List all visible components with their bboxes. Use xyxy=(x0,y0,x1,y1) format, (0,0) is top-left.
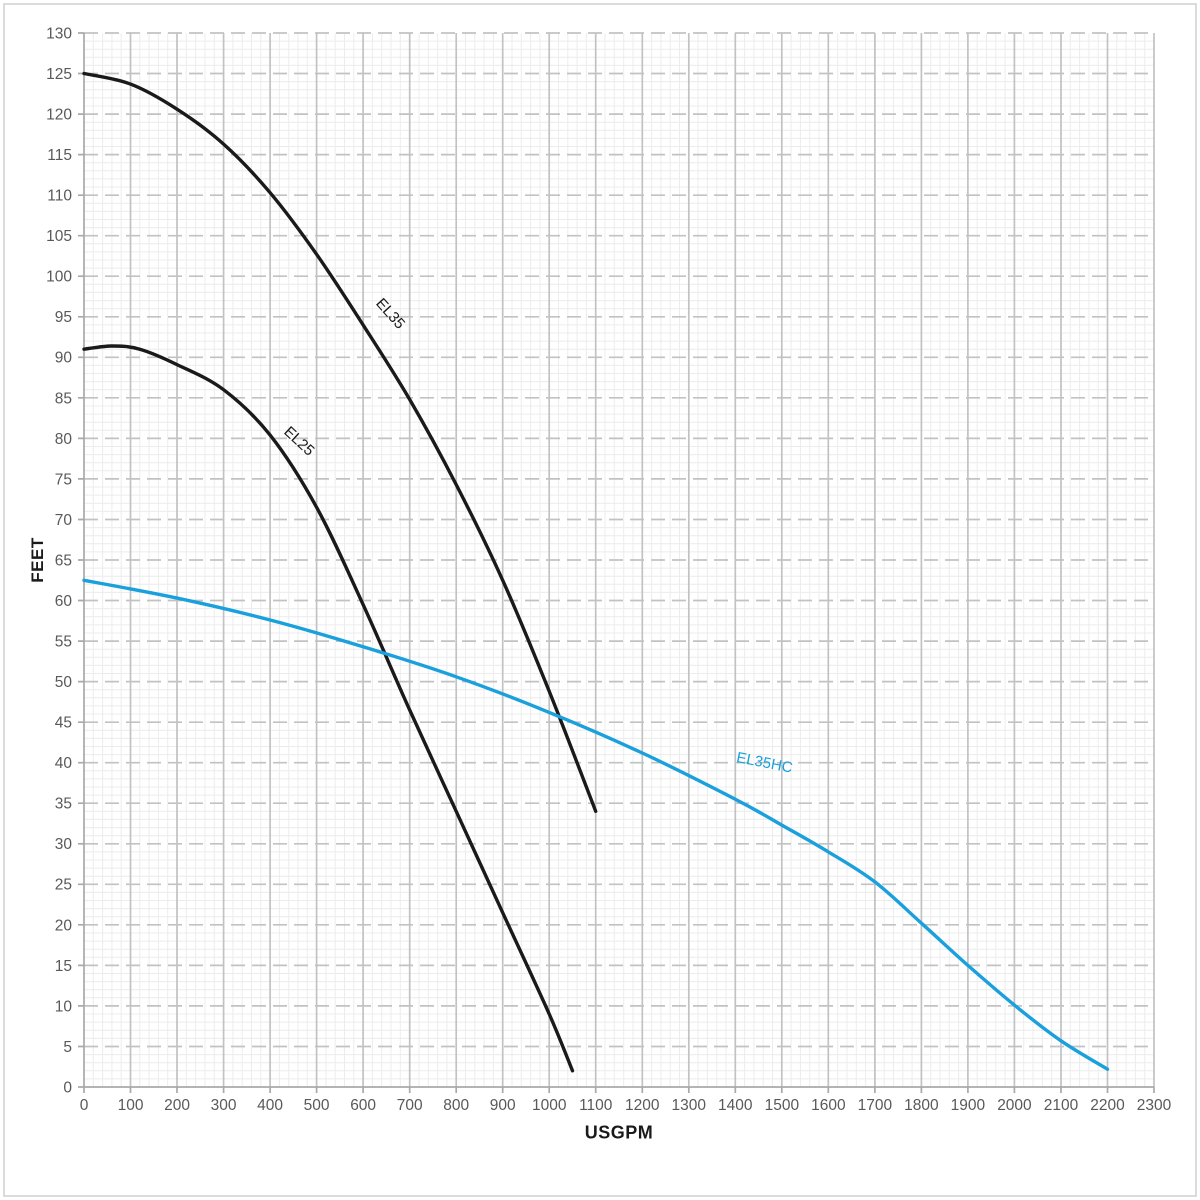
y-tick-label: 130 xyxy=(46,25,72,42)
y-tick-label: 100 xyxy=(46,269,72,286)
y-tick-label: 90 xyxy=(55,350,73,367)
x-tick-label: 1200 xyxy=(625,1097,660,1114)
x-tick-label: 700 xyxy=(397,1097,423,1114)
x-tick-label: 1600 xyxy=(811,1097,846,1114)
y-tick-label: 80 xyxy=(55,431,73,448)
x-tick-label: 500 xyxy=(304,1097,330,1114)
x-tick-label: 200 xyxy=(164,1097,190,1114)
axis-lines-and-ticks xyxy=(78,32,1155,1093)
x-tick-label: 1700 xyxy=(858,1097,893,1114)
y-tick-label: 40 xyxy=(55,755,73,772)
y-tick-label: 10 xyxy=(55,998,73,1015)
x-axis-title: USGPM xyxy=(584,1122,654,1143)
y-tick-label: 30 xyxy=(55,836,73,853)
y-tick-label: 20 xyxy=(55,917,73,934)
x-tick-label: 1000 xyxy=(532,1097,567,1114)
x-tick-label: 1400 xyxy=(718,1097,753,1114)
x-tick-label: 600 xyxy=(350,1097,376,1114)
y-tick-label: 125 xyxy=(46,66,72,83)
y-tick-label: 85 xyxy=(55,390,72,407)
x-tick-label: 0 xyxy=(80,1097,89,1114)
y-tick-label: 110 xyxy=(47,188,72,205)
y-tick-label: 115 xyxy=(47,147,72,164)
x-tick-label: 800 xyxy=(443,1097,469,1114)
y-tick-label: 0 xyxy=(63,1079,72,1096)
x-tick-label: 1100 xyxy=(579,1097,613,1114)
major-vertical-gridlines xyxy=(129,33,1155,1087)
x-tick-label: 1800 xyxy=(904,1097,939,1114)
y-tick-label: 5 xyxy=(63,1039,72,1056)
y-tick-label: 35 xyxy=(55,796,72,813)
x-tick-label: 1300 xyxy=(672,1097,707,1114)
curve-el25 xyxy=(82,344,575,1073)
y-tick-label: 60 xyxy=(55,593,73,610)
y-tick-label: 55 xyxy=(55,634,72,651)
x-tick-label: 900 xyxy=(490,1097,516,1114)
y-tick-label: 15 xyxy=(55,958,72,975)
x-tick-label: 400 xyxy=(257,1097,283,1114)
x-tick-label: 1900 xyxy=(951,1097,986,1114)
x-tick-label: 2100 xyxy=(1044,1097,1079,1114)
x-tick-label: 100 xyxy=(118,1097,144,1114)
x-tick-label: 1500 xyxy=(765,1097,800,1114)
x-tick-label: 2000 xyxy=(997,1097,1032,1114)
x-tick-label: 2300 xyxy=(1137,1097,1172,1114)
x-tick-label: 2200 xyxy=(1090,1097,1125,1114)
y-tick-label: 70 xyxy=(55,512,73,529)
curve-el35 xyxy=(82,71,598,813)
y-tick-label: 120 xyxy=(46,107,72,124)
y-tick-label: 75 xyxy=(55,471,72,488)
y-tick-label: 50 xyxy=(55,674,73,691)
y-axis-title: FEET xyxy=(28,537,47,583)
y-tick-label: 105 xyxy=(46,228,72,245)
curve-label-el35hc: EL35HC xyxy=(735,749,794,777)
x-tick-label: 300 xyxy=(211,1097,237,1114)
major-horizontal-gridlines xyxy=(84,32,1154,1048)
y-tick-label: 25 xyxy=(55,877,72,894)
y-tick-label: 95 xyxy=(55,309,72,326)
y-tick-label: 45 xyxy=(55,715,72,732)
curve-el35hc xyxy=(82,578,1110,1071)
y-tick-label: 65 xyxy=(55,552,72,569)
